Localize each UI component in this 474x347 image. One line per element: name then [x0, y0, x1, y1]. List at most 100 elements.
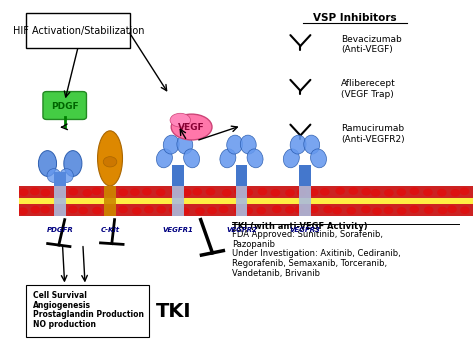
Circle shape: [438, 208, 447, 213]
Circle shape: [362, 189, 370, 195]
Text: Cell Survival: Cell Survival: [33, 291, 87, 300]
Circle shape: [41, 206, 49, 213]
Circle shape: [145, 206, 153, 213]
Text: PDGF: PDGF: [51, 102, 79, 111]
Circle shape: [244, 208, 252, 214]
Ellipse shape: [183, 149, 200, 168]
Circle shape: [321, 189, 329, 195]
Ellipse shape: [227, 135, 243, 154]
Circle shape: [424, 189, 432, 195]
Text: Bevacizumab
(Anti-VEGF): Bevacizumab (Anti-VEGF): [341, 35, 402, 54]
Circle shape: [244, 189, 252, 195]
Ellipse shape: [60, 169, 73, 183]
Ellipse shape: [247, 149, 263, 168]
Ellipse shape: [98, 131, 122, 186]
Circle shape: [157, 206, 165, 213]
Text: Angiogenesis: Angiogenesis: [33, 301, 91, 310]
Text: VEGFR1: VEGFR1: [163, 227, 193, 232]
Ellipse shape: [170, 113, 191, 127]
Circle shape: [438, 189, 446, 196]
Circle shape: [460, 188, 468, 194]
Circle shape: [105, 189, 113, 196]
Circle shape: [298, 189, 306, 195]
Circle shape: [235, 188, 243, 194]
Bar: [299, 186, 311, 216]
Ellipse shape: [156, 149, 173, 168]
Circle shape: [171, 189, 179, 195]
Circle shape: [143, 188, 151, 195]
Circle shape: [384, 207, 392, 213]
Ellipse shape: [283, 149, 299, 168]
Circle shape: [181, 208, 189, 214]
Circle shape: [336, 188, 344, 194]
Circle shape: [93, 208, 101, 214]
Ellipse shape: [103, 156, 117, 167]
Circle shape: [451, 190, 459, 196]
Bar: [19, 198, 473, 204]
Text: NO production: NO production: [33, 320, 96, 329]
Circle shape: [347, 208, 356, 214]
FancyBboxPatch shape: [43, 92, 86, 119]
Bar: [55, 186, 66, 216]
Circle shape: [119, 189, 128, 195]
Circle shape: [286, 207, 294, 213]
Circle shape: [310, 189, 318, 195]
Circle shape: [170, 207, 178, 213]
Text: C-Kit: C-Kit: [100, 227, 119, 232]
Text: Ramucirumab
(Anti-VEGFR2): Ramucirumab (Anti-VEGFR2): [341, 124, 405, 144]
Circle shape: [193, 189, 201, 195]
Ellipse shape: [220, 149, 236, 168]
Circle shape: [83, 190, 91, 196]
Circle shape: [79, 208, 87, 214]
Ellipse shape: [47, 169, 61, 183]
Text: VEGFR2: VEGFR2: [226, 227, 257, 232]
Circle shape: [182, 189, 191, 196]
Circle shape: [410, 188, 419, 194]
Circle shape: [310, 206, 318, 212]
Text: Vandetanib, Brivanib: Vandetanib, Brivanib: [232, 269, 320, 278]
Bar: [19, 204, 473, 216]
Text: Pazopanib: Pazopanib: [232, 239, 275, 248]
Circle shape: [69, 206, 77, 212]
Bar: [172, 186, 184, 216]
Text: Afliberecept
(VEGF Trap): Afliberecept (VEGF Trap): [341, 79, 396, 99]
Text: VEGF: VEGF: [178, 122, 205, 132]
Ellipse shape: [177, 135, 193, 154]
Ellipse shape: [240, 135, 256, 154]
Circle shape: [57, 190, 65, 196]
Circle shape: [207, 189, 215, 195]
Circle shape: [196, 208, 204, 214]
Circle shape: [257, 208, 265, 214]
Circle shape: [119, 206, 127, 212]
Bar: [299, 165, 311, 186]
Circle shape: [133, 208, 141, 214]
FancyBboxPatch shape: [26, 14, 130, 48]
Circle shape: [333, 208, 341, 214]
Circle shape: [31, 188, 39, 195]
Circle shape: [286, 190, 294, 196]
Circle shape: [461, 207, 469, 213]
FancyBboxPatch shape: [26, 285, 148, 337]
Circle shape: [131, 189, 139, 195]
Circle shape: [373, 208, 381, 214]
Circle shape: [410, 206, 419, 212]
Circle shape: [219, 206, 228, 212]
Ellipse shape: [163, 135, 179, 154]
Text: Regorafenib, Semaxanib, Torceranib,: Regorafenib, Semaxanib, Torceranib,: [232, 259, 388, 268]
Text: PDGFR: PDGFR: [47, 227, 73, 232]
Circle shape: [448, 206, 456, 212]
Ellipse shape: [304, 135, 319, 154]
Ellipse shape: [38, 151, 56, 176]
Circle shape: [156, 189, 165, 195]
Circle shape: [398, 208, 406, 214]
Bar: [236, 186, 247, 216]
Bar: [55, 172, 66, 186]
Circle shape: [397, 189, 405, 195]
Bar: [172, 165, 184, 186]
Bar: [19, 186, 473, 198]
Text: HIF Activation/Stabilization: HIF Activation/Stabilization: [12, 26, 144, 36]
Text: VSP Inhibitors: VSP Inhibitors: [313, 14, 397, 24]
Circle shape: [223, 190, 231, 196]
Text: Under Investigation: Axitinib, Cediranib,: Under Investigation: Axitinib, Cediranib…: [232, 249, 401, 258]
Circle shape: [208, 208, 216, 214]
